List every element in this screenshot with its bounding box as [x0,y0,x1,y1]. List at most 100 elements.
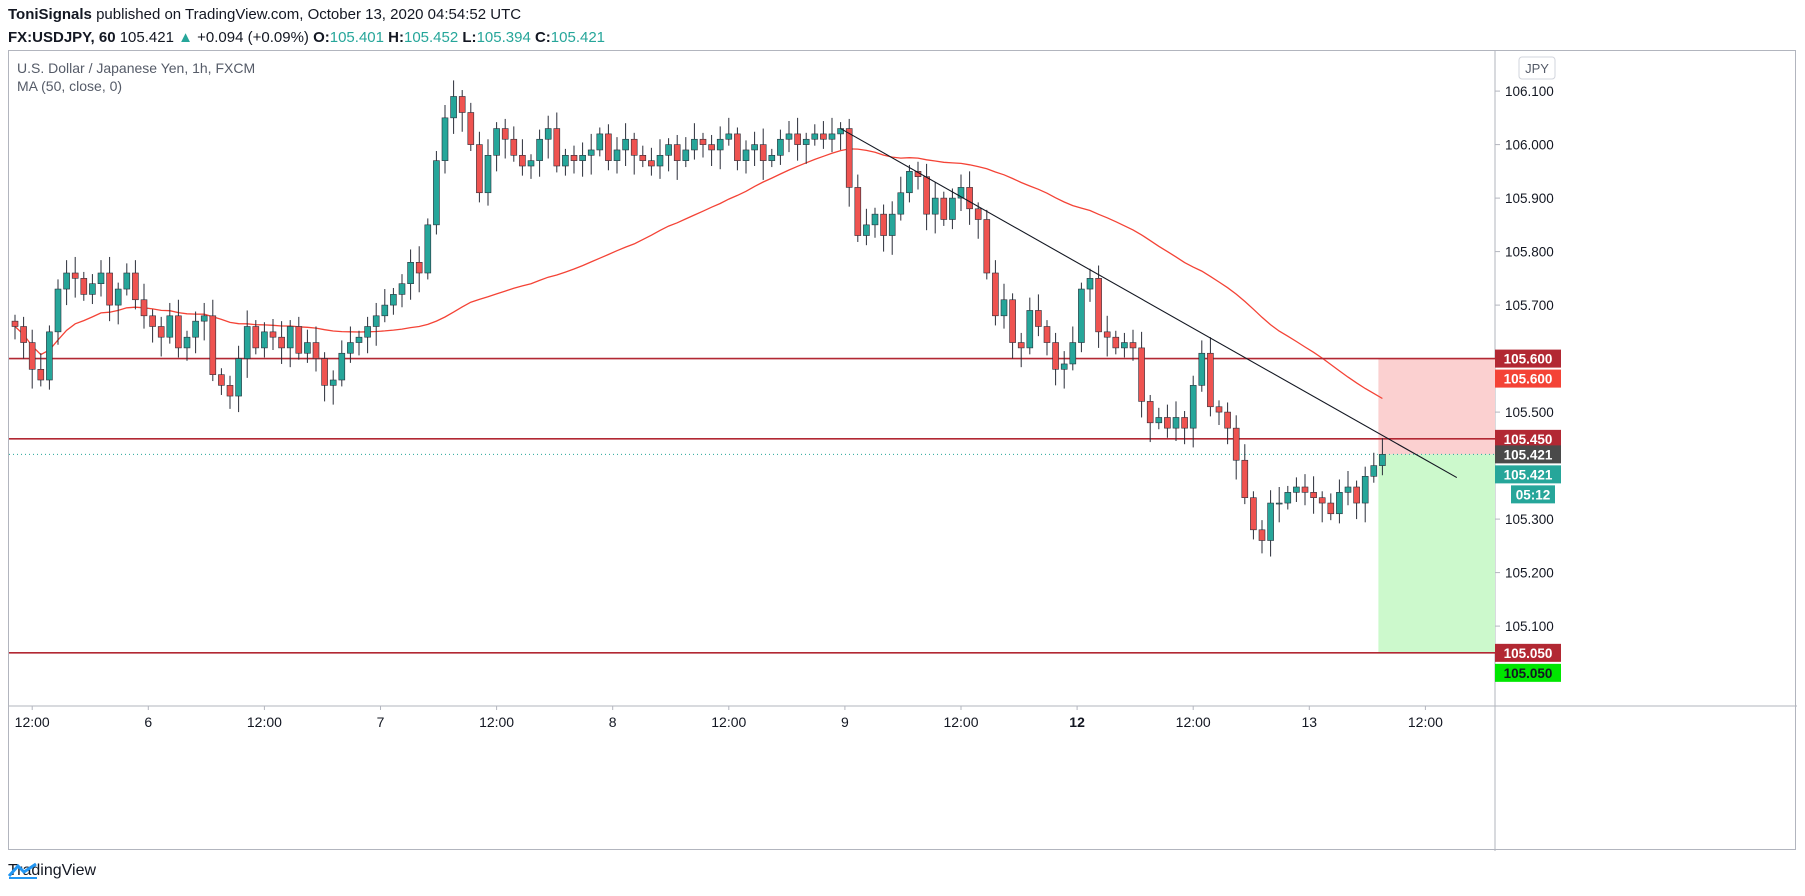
indicator-legend: MA (50, close, 0) [17,78,122,94]
candle [553,112,561,173]
candle-body [218,374,225,386]
candle [880,204,887,252]
candle [304,329,311,363]
time-tick-label: 12:00 [247,714,282,730]
candle [157,316,165,357]
candle-body [820,133,827,140]
candle [639,145,647,168]
candle [1181,411,1188,445]
candle-body [1224,411,1231,429]
candle [923,163,930,231]
candle [407,249,414,300]
candle [355,330,363,356]
candle [415,246,423,293]
candle-body [734,133,741,161]
candle [587,133,595,175]
candle-body [372,315,380,327]
level-tag-105050: 105.050 [1504,646,1553,661]
high-value: 105.452 [403,29,459,46]
candle-body [54,288,62,333]
time-tick-label: 12:00 [711,714,746,730]
level-tag-105600: 105.600 [1504,352,1553,367]
candle [1293,477,1300,502]
symbol-label[interactable]: FX:USDJPY, 60 [8,29,116,46]
candle [1198,340,1206,392]
publish-info: ToniSignals published on TradingView.com… [8,6,521,23]
candle-body [562,155,569,167]
candle-body [974,208,982,220]
candle [123,263,131,296]
candle [71,256,79,298]
candle-body [1095,278,1102,333]
candle [648,147,655,176]
candle-body [794,133,801,145]
candle-body [89,283,96,295]
candle-body [415,262,423,274]
candle [699,132,707,158]
candle [364,316,371,354]
candle [347,326,354,363]
candle [914,161,922,190]
candle [183,330,191,361]
candle [243,310,251,378]
candle-body [949,197,956,220]
candle [906,164,913,203]
candle-body [97,272,105,284]
candle-body [209,315,217,375]
candle [63,260,70,306]
currency-button [1518,56,1556,80]
candle-body [175,315,182,349]
price-tick-label: 105.900 [1505,191,1554,206]
candle [1224,402,1231,445]
candle-body [1009,299,1016,343]
candle [759,128,767,180]
candle-body [1078,288,1085,343]
candle [269,319,277,351]
candle-body [1353,486,1360,504]
candle [1379,438,1386,476]
candle [974,202,982,239]
candle-body [200,315,208,322]
chart-area[interactable]: U.S. Dollar / Japanese Yen, 1h, FXCM MA (… [8,50,1797,851]
price-chart[interactable]: U.S. Dollar / Japanese Yen, 1h, FXCM MA (… [9,51,1797,851]
candle-body [1232,427,1240,461]
candle-body [931,197,939,215]
candle [114,282,122,325]
author-name[interactable]: ToniSignals [8,6,92,23]
candle [54,279,62,345]
candle-body [1181,417,1188,429]
candle [295,316,303,360]
candle-body [699,138,707,145]
candle [828,117,836,153]
candle-body [1318,497,1326,504]
candle-body [321,358,328,386]
candle-body [691,138,698,151]
candle-body [665,144,672,156]
candle [140,283,148,329]
footer-brand[interactable]: TradingView [8,862,96,880]
candle-body [1043,326,1051,343]
candle-body [192,320,199,338]
candle [312,326,320,372]
candle [1009,293,1016,359]
candle [175,299,182,358]
candle-body [1026,310,1034,349]
candle-body [381,304,389,317]
candle-body [845,128,853,188]
candle-body [579,155,586,161]
candle [1189,375,1197,448]
candle [1086,268,1094,302]
candle [1215,400,1223,425]
candle [802,132,810,164]
candle [97,260,105,297]
candle [80,271,88,301]
candle-body [622,138,629,151]
candle-body [364,326,371,338]
candle-body [71,272,79,279]
candle [1155,407,1163,430]
candle-body [1361,475,1369,504]
candle-body [940,197,948,220]
candle-body [751,144,758,151]
candle [1000,283,1008,329]
candle [622,123,629,166]
